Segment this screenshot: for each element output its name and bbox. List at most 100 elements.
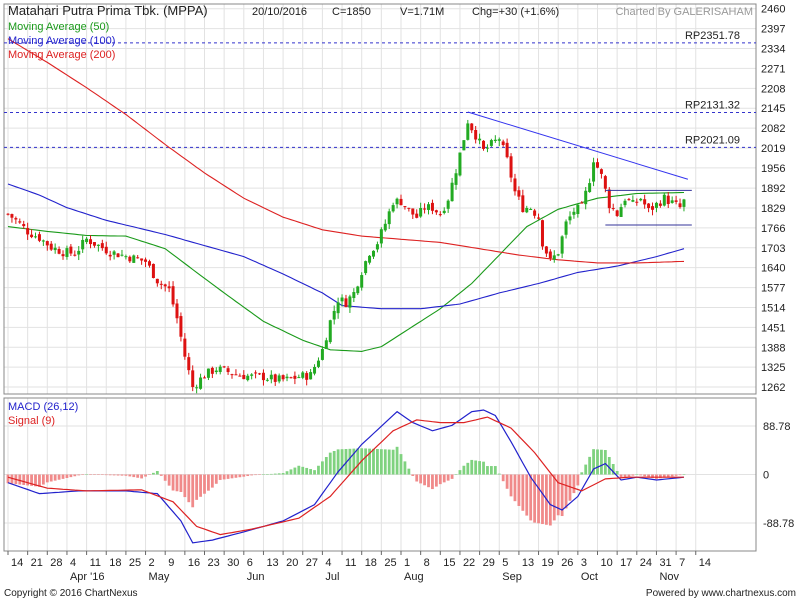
candle: [564, 219, 568, 239]
date-tick-label: 27: [306, 557, 318, 569]
candle: [482, 140, 486, 151]
candle: [77, 246, 81, 261]
macd-histogram-bar: [352, 448, 356, 475]
macd-histogram-bar: [336, 449, 340, 475]
macd-histogram-bar: [651, 474, 654, 478]
macd-histogram-bar: [179, 474, 183, 492]
macd-histogram-bar: [474, 460, 478, 475]
macd-histogram-bar: [344, 449, 348, 475]
close-value: C=1850: [332, 6, 371, 18]
candle: [458, 152, 462, 177]
candle: [599, 168, 603, 179]
candle: [395, 197, 399, 209]
macd-histogram-bar: [69, 474, 73, 478]
macd-histogram-bar: [124, 474, 128, 476]
macd-histogram-bar: [93, 474, 96, 475]
candle: [576, 204, 580, 218]
candle: [269, 370, 273, 384]
macd-histogram-bar: [670, 474, 674, 477]
macd-histogram-bar: [309, 469, 313, 475]
candle: [427, 202, 431, 215]
candle: [155, 278, 159, 287]
macd-histogram-bar: [265, 474, 269, 475]
macd-histogram-bar: [442, 474, 446, 483]
quote-date: 20/10/2016: [252, 6, 307, 18]
date-tick-label: 20: [286, 557, 298, 569]
candle: [493, 135, 497, 143]
candle: [627, 197, 631, 201]
macd-histogram-bar: [148, 474, 151, 475]
price-gridlines: [4, 4, 756, 394]
candle: [603, 174, 607, 193]
candle: [124, 254, 128, 260]
candle: [658, 200, 662, 208]
macd-histogram-bar: [305, 467, 309, 475]
price-tick-label: 2460: [761, 4, 785, 16]
candle: [525, 205, 529, 214]
macd-histogram-bar: [682, 474, 686, 475]
candle: [505, 138, 509, 159]
macd-histogram-bar: [548, 474, 552, 526]
price-tick-label: 1892: [761, 183, 785, 195]
candle: [218, 364, 222, 375]
candle: [265, 377, 269, 382]
candle: [238, 373, 242, 377]
macd-histogram-bar: [501, 474, 505, 482]
macd-histogram-bar: [269, 473, 273, 475]
macd-histogram-bar: [372, 448, 375, 475]
candle: [521, 189, 525, 213]
macd-histogram-bar: [611, 464, 615, 475]
macd-histogram-bar: [81, 474, 85, 475]
price-tick-label: 1451: [761, 322, 785, 334]
candle: [57, 246, 61, 255]
macd-histogram-bar: [379, 449, 383, 475]
date-tick-label: 28: [50, 557, 62, 569]
date-tick-label: 4: [70, 557, 76, 569]
candle: [348, 294, 352, 313]
candle: [497, 137, 501, 147]
macd-histogram-bar: [568, 474, 572, 501]
date-tick-label: 11: [90, 557, 101, 569]
macd-histogram-bar: [191, 474, 195, 508]
macd-histogram-bar: [387, 449, 391, 475]
candle: [662, 193, 666, 207]
macd-histogram-bar: [163, 474, 167, 481]
macd-histogram-bar: [678, 474, 682, 476]
macd-histogram-bar: [22, 474, 26, 485]
macd-histogram-bar: [277, 473, 281, 475]
candle: [352, 288, 356, 303]
candle: [375, 241, 379, 253]
macd-histogram-bar: [486, 466, 489, 475]
candle: [572, 207, 576, 219]
candle: [313, 364, 317, 376]
candle: [147, 259, 151, 268]
candle: [183, 333, 187, 360]
macd-histogram-bar: [96, 474, 100, 475]
month-label: Sep: [502, 571, 522, 583]
candle: [328, 319, 332, 344]
candle: [226, 365, 230, 375]
candle: [332, 305, 336, 325]
candle: [415, 209, 419, 219]
macd-histogram-bar: [580, 472, 584, 475]
candle: [434, 209, 438, 215]
macd-histogram-bar: [159, 474, 163, 476]
month-label: Aug: [404, 571, 424, 583]
macd-histogram-bar: [38, 474, 41, 487]
candle: [49, 241, 53, 251]
change-value: Chg=+30 (+1.6%): [472, 6, 559, 18]
candle: [199, 373, 203, 390]
date-tick-label: 3: [581, 557, 587, 569]
date-tick-label: 29: [483, 557, 495, 569]
date-tick-label: 19: [542, 557, 554, 569]
candle: [73, 250, 77, 257]
macd-histogram-bar: [73, 474, 77, 477]
candle: [466, 119, 470, 141]
macd-histogram-bar: [293, 467, 297, 475]
macd-histogram-bar: [482, 461, 485, 475]
macd-histogram-bar: [415, 474, 419, 482]
date-tick-label: 4: [325, 557, 331, 569]
candle: [100, 239, 104, 251]
candle: [670, 196, 674, 204]
month-label: Nov: [659, 571, 679, 583]
